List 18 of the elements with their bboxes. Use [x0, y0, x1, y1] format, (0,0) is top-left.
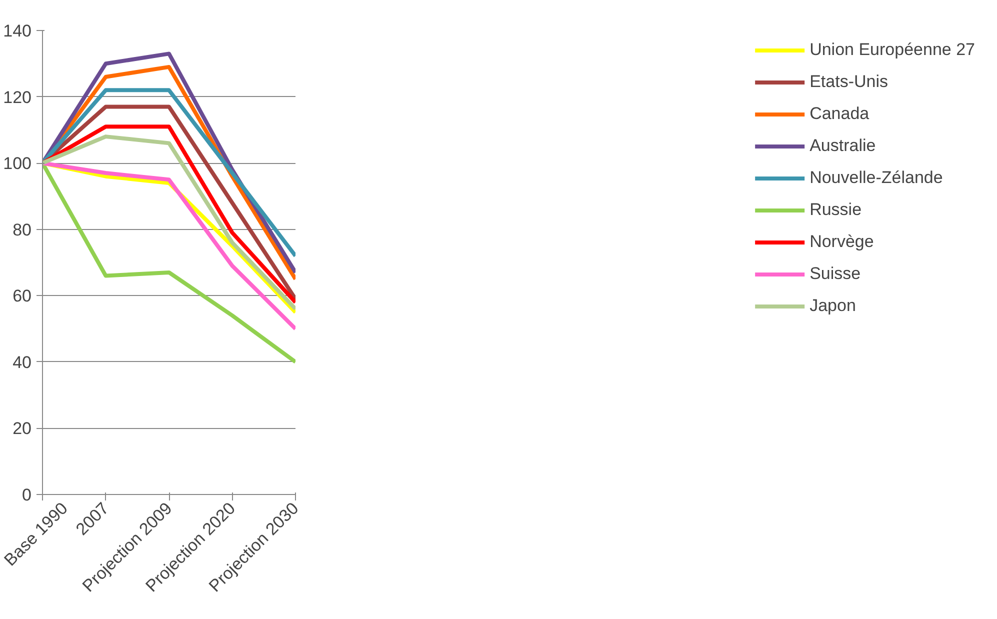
legend-label: Australie	[810, 136, 876, 156]
legend-label: Canada	[810, 104, 870, 124]
y-tick-label: 140	[3, 22, 32, 40]
y-tick-label: 40	[12, 352, 32, 372]
y-tick-label: 60	[12, 286, 32, 306]
legend-label: Norvège	[810, 232, 874, 252]
legend-label: Japon	[810, 296, 856, 316]
y-tick-label: 120	[3, 88, 32, 107]
line-series	[42, 88, 296, 258]
y-tick-label: 0	[22, 486, 32, 504]
legend-label: Union Européenne 27	[810, 40, 975, 60]
y-tick-label: 20	[12, 419, 32, 438]
legend-label: Etats-Unis	[810, 72, 888, 92]
legend-label: Nouvelle-Zélande	[810, 168, 943, 188]
legend-label: Suisse	[810, 264, 861, 284]
legend-label: Russie	[810, 200, 862, 220]
y-tick-label: 100	[3, 154, 32, 174]
y-tick-label: 80	[12, 220, 32, 240]
